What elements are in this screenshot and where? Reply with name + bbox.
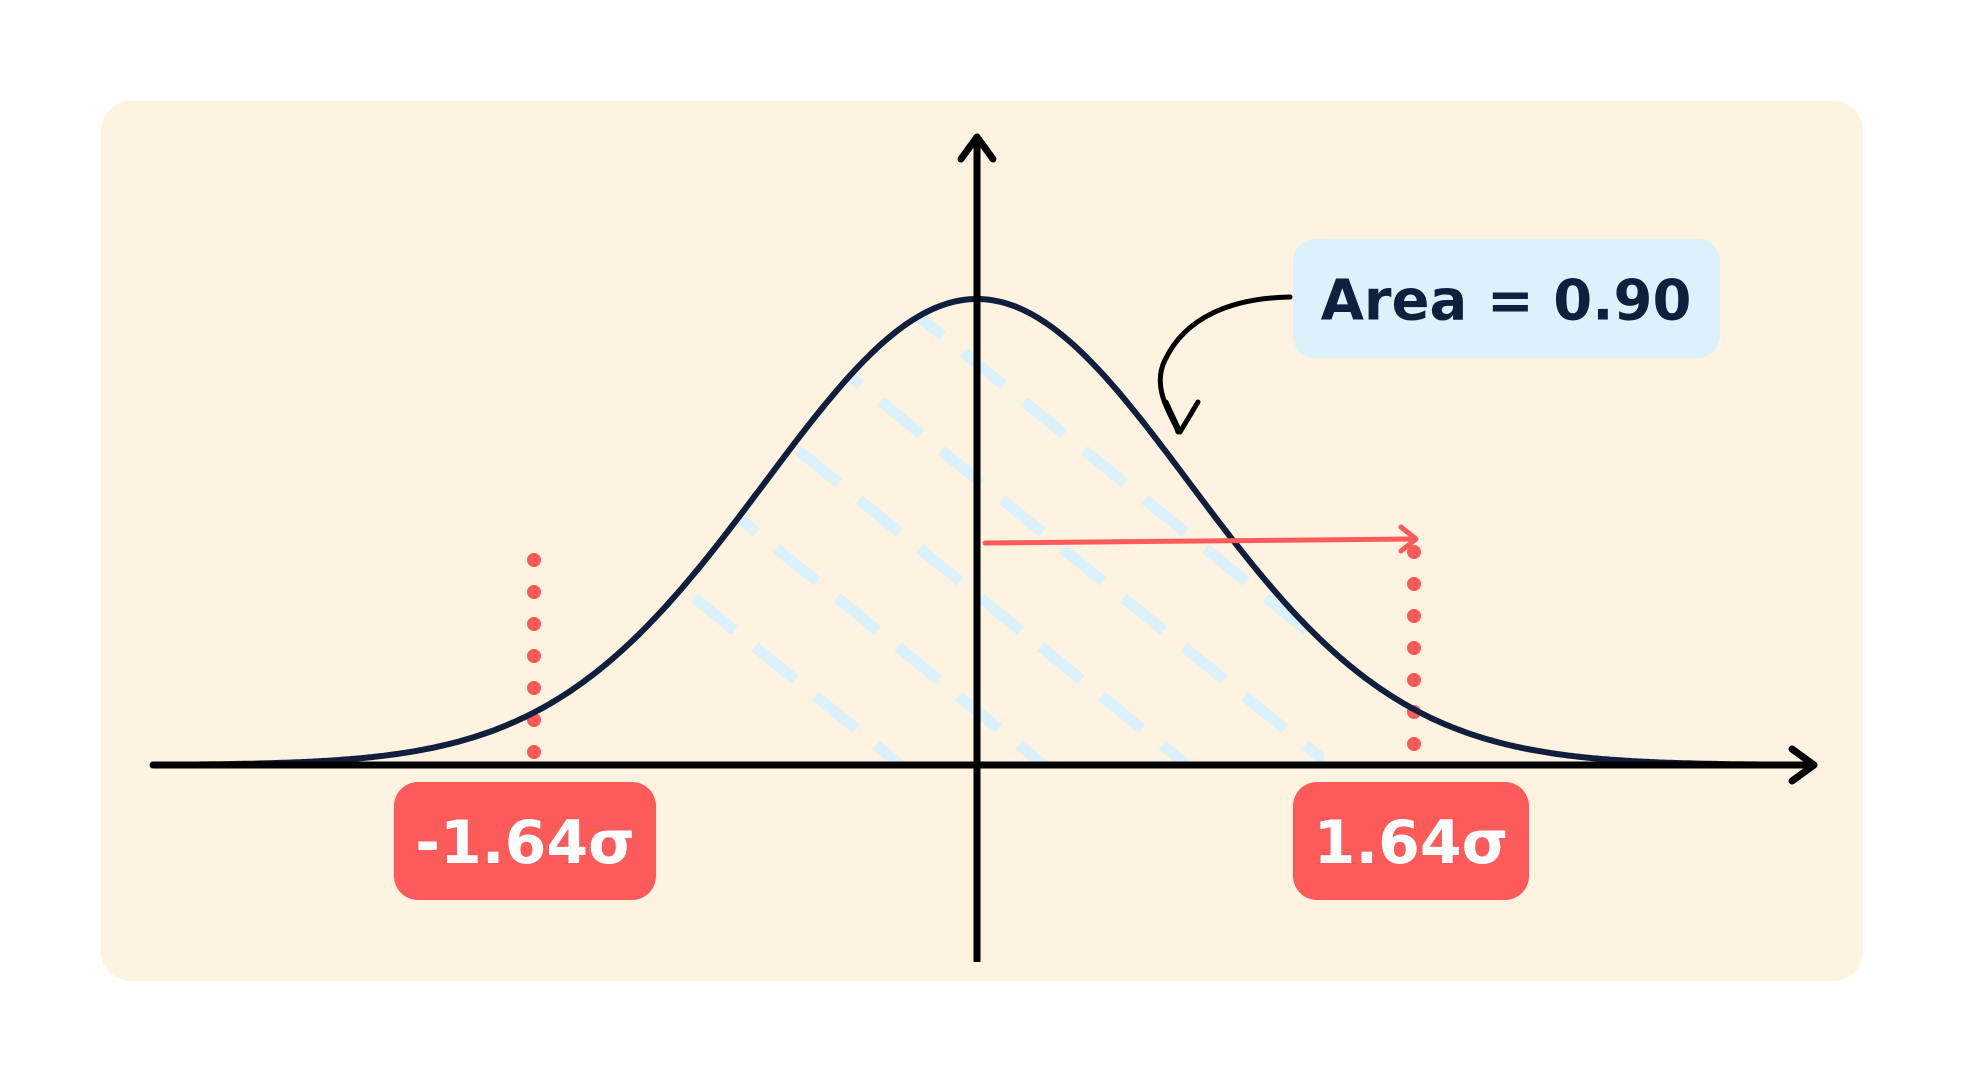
right-bound-badge bbox=[1293, 782, 1529, 900]
x-axis-arrowhead bbox=[1788, 745, 1818, 785]
right-bound-label: 1.64σ bbox=[1314, 808, 1509, 878]
sigma-distance-arrow-head bbox=[1398, 524, 1419, 554]
left-bound-badge bbox=[394, 782, 656, 900]
hatch-line bbox=[629, 299, 1191, 765]
hatch-line bbox=[634, 299, 1325, 765]
left-bound-label: -1.64σ bbox=[415, 808, 635, 878]
shaded-area-hatching bbox=[629, 299, 1325, 765]
diagram-panel bbox=[101, 101, 1863, 981]
normal-curve bbox=[195, 296, 1767, 768]
y-axis-arrowhead bbox=[957, 133, 997, 163]
hatch-line bbox=[629, 299, 1048, 765]
hatch-line bbox=[629, 299, 905, 765]
sigma-distance-arrow-line bbox=[982, 536, 1417, 546]
area-callout-box bbox=[1293, 239, 1720, 358]
area-callout-label: Area = 0.90 bbox=[1321, 269, 1692, 334]
callout-pointer-arrowhead bbox=[1163, 399, 1201, 435]
